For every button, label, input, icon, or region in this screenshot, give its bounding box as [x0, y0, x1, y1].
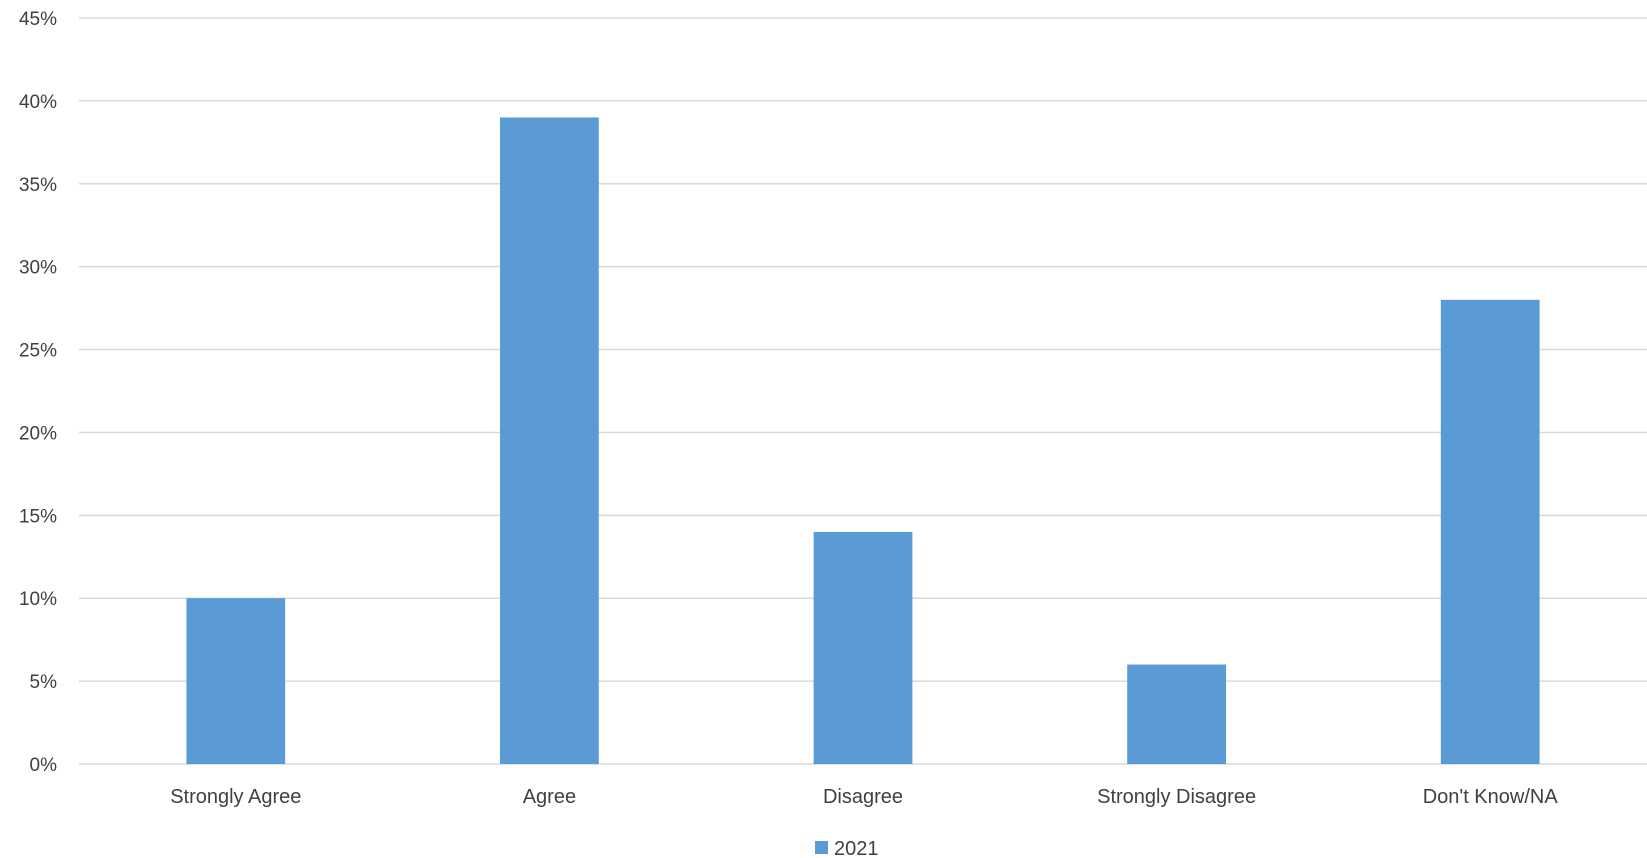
- bar-strongly-agree: [186, 598, 286, 764]
- x-category-label: Agree: [523, 786, 576, 808]
- bar-agree: [500, 117, 599, 764]
- bar-strongly-disagree: [1127, 664, 1226, 764]
- bar-don-t-know-na: [1440, 299, 1540, 764]
- y-axis-ticks: 0% 5% 10% 15% 20% 25% 30% 35% 40% 45%: [19, 9, 57, 776]
- legend: 2021: [815, 838, 879, 858]
- y-tick-label: 15%: [19, 506, 57, 527]
- y-tick-label: 0%: [30, 755, 58, 776]
- x-category-label: Don't Know/NA: [1423, 786, 1559, 808]
- gridlines: [79, 17, 1647, 765]
- y-tick-label: 10%: [19, 589, 57, 610]
- y-tick-label: 5%: [30, 672, 58, 693]
- legend-label-2021: 2021: [834, 838, 879, 858]
- y-tick-label: 30%: [19, 258, 57, 279]
- y-tick-label: 25%: [19, 341, 57, 362]
- legend-swatch: [815, 841, 828, 854]
- y-tick-label: 40%: [19, 92, 57, 113]
- x-category-label: Disagree: [823, 786, 903, 808]
- y-tick-label: 35%: [19, 175, 57, 196]
- bars: [186, 117, 1540, 764]
- x-category-label: Strongly Agree: [170, 786, 301, 808]
- bar-disagree: [813, 531, 913, 764]
- x-axis-categories: Strongly Agree Agree Disagree Strongly Disa…: [170, 786, 1558, 808]
- y-tick-label: 45%: [19, 9, 57, 30]
- y-tick-label: 20%: [19, 423, 57, 444]
- x-category-label: Strongly Disagree: [1097, 786, 1256, 808]
